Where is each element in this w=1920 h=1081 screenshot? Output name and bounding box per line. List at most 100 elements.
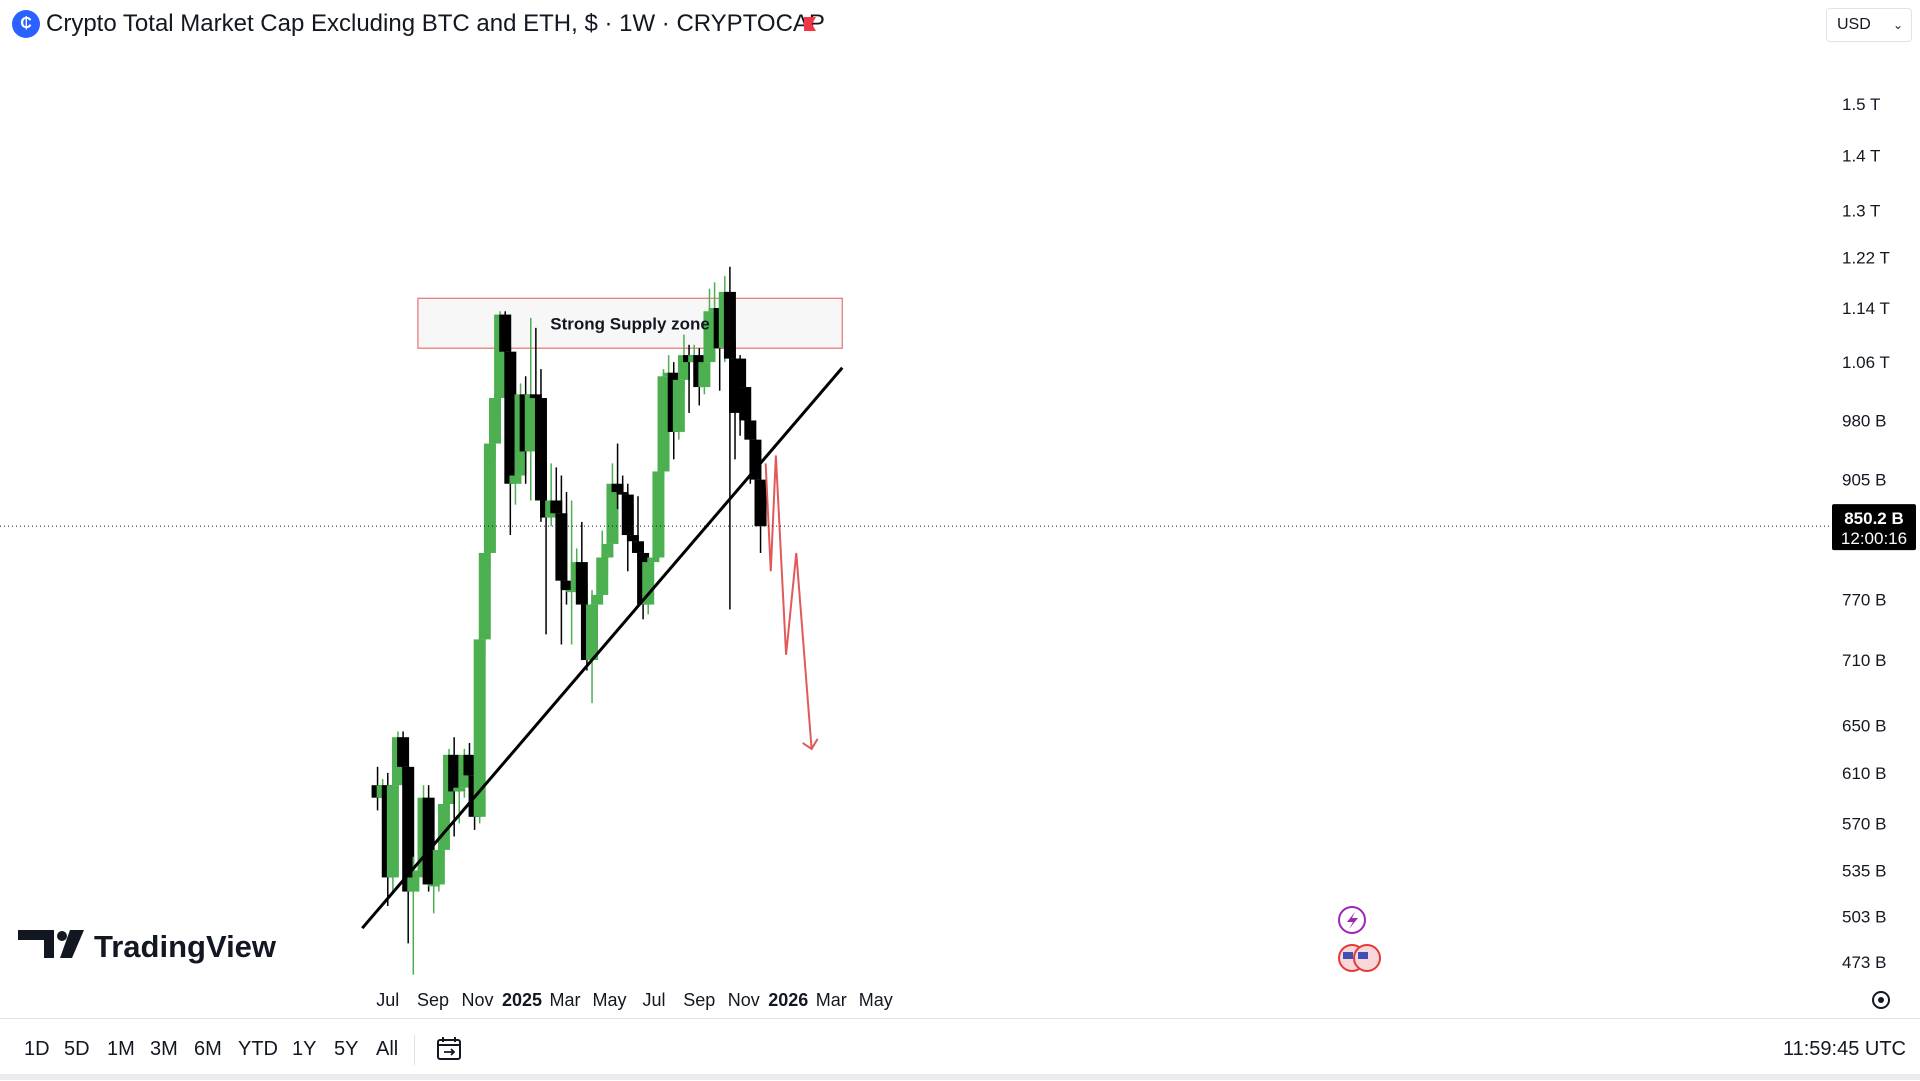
candle[interactable] — [754, 479, 767, 553]
candle[interactable] — [642, 557, 655, 615]
red-flag-icon[interactable] — [802, 16, 818, 32]
x-tick-label: Jul — [643, 990, 666, 1010]
candle[interactable] — [509, 471, 522, 505]
candle[interactable] — [631, 496, 644, 563]
candle[interactable] — [652, 467, 665, 563]
settings-gear-icon-center — [1878, 997, 1884, 1003]
bearish-projection-path[interactable] — [764, 455, 813, 749]
x-tick-label: Sep — [417, 990, 449, 1010]
range-button-5y[interactable]: 5Y — [334, 1038, 359, 1060]
us-flag-canton — [1343, 952, 1353, 959]
y-tick-label: 980 B — [1842, 411, 1886, 430]
y-tick-label: 610 B — [1842, 764, 1886, 783]
candle[interactable] — [422, 785, 435, 892]
candle-body — [749, 439, 762, 480]
candle[interactable] — [386, 779, 399, 892]
chart-header: ₵ Crypto Total Market Cap Excluding BTC … — [0, 0, 1920, 48]
candle[interactable] — [586, 590, 599, 704]
y-tick-label: 570 B — [1842, 814, 1886, 833]
candle-body — [422, 797, 435, 885]
candle[interactable] — [402, 760, 415, 944]
candle[interactable] — [723, 266, 736, 610]
cryptocap-logo-icon: ₵ — [12, 10, 40, 38]
candle-body — [657, 376, 670, 472]
candle-body — [631, 541, 644, 553]
range-button-1d[interactable]: 1D — [24, 1038, 50, 1060]
y-tick-label: 1.5 T — [1842, 95, 1880, 114]
candle-body — [672, 379, 685, 432]
utc-clock[interactable]: 11:59:45 UTC — [1782, 1038, 1906, 1060]
candle[interactable] — [560, 492, 573, 605]
candle[interactable] — [432, 843, 445, 892]
candle-body — [575, 562, 588, 605]
range-button-1y[interactable]: 1Y — [292, 1038, 317, 1060]
candle[interactable] — [489, 387, 502, 460]
price-chart[interactable]: Strong Supply zone 1.5 T 1.4 T 1.3 T 1.22 T 1… — [0, 48, 1920, 1018]
candle[interactable] — [504, 344, 517, 536]
currency-select[interactable]: USD ⌄ — [1826, 8, 1912, 42]
candle-body — [626, 535, 639, 542]
candle-body — [739, 387, 752, 421]
range-button-5d[interactable]: 5D — [64, 1038, 90, 1060]
y-tick-label: 535 B — [1842, 861, 1886, 880]
candle-body — [448, 754, 461, 792]
candle-body — [483, 443, 496, 553]
candle-body — [642, 562, 655, 605]
candle-body — [550, 500, 563, 514]
current-price-badge — [1832, 504, 1916, 551]
candle[interactable] — [621, 483, 634, 572]
tradingview-watermark: TradingView — [94, 929, 277, 964]
y-tick-label: 1.4 T — [1842, 146, 1880, 165]
candle-body — [386, 785, 399, 878]
candle[interactable] — [596, 530, 609, 605]
x-tick-label: May — [593, 990, 627, 1010]
candle[interactable] — [478, 543, 491, 655]
y-tick-label: 1.06 T — [1842, 353, 1890, 372]
x-tick-label: 2025 — [502, 990, 542, 1010]
ascending-trendline[interactable] — [361, 366, 844, 930]
candle-body — [432, 849, 445, 885]
candle-body — [453, 787, 466, 792]
tradingview-logo-dot — [57, 931, 67, 941]
candle-body — [616, 492, 629, 495]
candle[interactable] — [545, 463, 558, 527]
y-tick-label: 905 B — [1842, 471, 1886, 490]
symbol-title[interactable]: Crypto Total Market Cap Excluding BTC an… — [46, 10, 825, 37]
bottom-toolbar: 1D 5D 1M 3M 6M YTD 1Y 5Y All 11:59:45 UTC — [0, 1018, 1920, 1081]
range-button-all[interactable]: All — [376, 1038, 399, 1060]
candle-body — [698, 362, 711, 388]
candle[interactable] — [534, 369, 547, 522]
range-button-6m[interactable]: 6M — [194, 1038, 222, 1060]
candle-body — [601, 543, 614, 558]
candle[interactable] — [499, 311, 512, 359]
candle-body — [504, 351, 517, 484]
candle[interactable] — [524, 317, 537, 501]
settings-gear-icon[interactable] — [1872, 991, 1890, 1009]
candle-body — [621, 494, 634, 536]
goto-date-calendar-icon[interactable] — [432, 1033, 466, 1065]
candle-body — [744, 420, 757, 440]
candle[interactable] — [703, 288, 716, 370]
range-button-3m[interactable]: 3M — [150, 1038, 178, 1060]
candle[interactable] — [606, 463, 619, 558]
range-button-1m[interactable]: 1M — [107, 1038, 135, 1060]
bar-countdown-label: 12:00:16 — [1841, 529, 1907, 548]
x-tick-label: May — [859, 990, 893, 1010]
chevron-down-icon: ⌄ — [1892, 18, 1903, 32]
candle[interactable] — [555, 475, 568, 645]
tradingview-logo-icon — [18, 930, 54, 958]
candle-body — [397, 737, 410, 767]
candle-body — [586, 604, 599, 661]
candle[interactable] — [611, 443, 624, 509]
candle[interactable] — [657, 369, 670, 480]
currency-label: USD — [1837, 16, 1871, 33]
candle-body — [478, 552, 491, 640]
candle-body — [565, 590, 578, 593]
candle-body — [734, 358, 747, 388]
candle-body — [427, 884, 440, 887]
supply-zone-rect[interactable] — [417, 297, 843, 349]
range-button-ytd[interactable]: YTD — [238, 1038, 278, 1060]
candle-body — [652, 471, 665, 558]
y-tick-label: 1.22 T — [1842, 249, 1890, 268]
current-price-label: 850.2 B — [1844, 509, 1904, 528]
